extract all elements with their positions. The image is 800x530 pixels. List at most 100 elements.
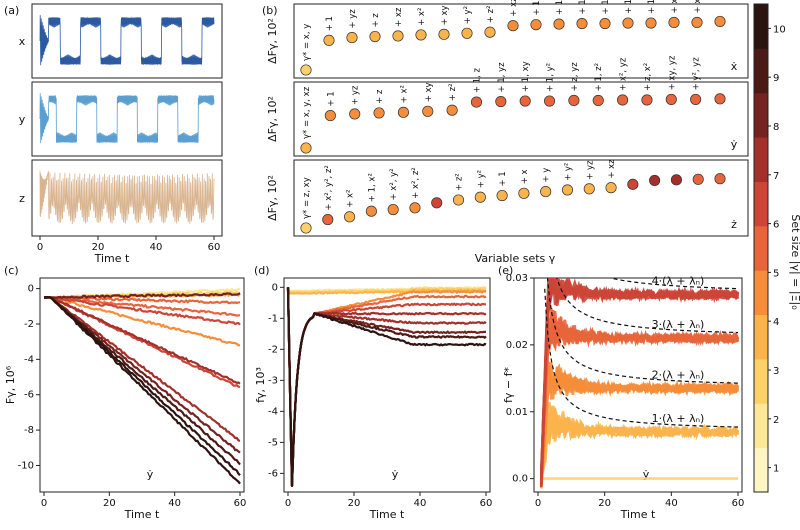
- panel-e-guide-line: [546, 278, 738, 384]
- panel-c-ytick-label: -6: [24, 390, 34, 401]
- panel-b-point: [438, 28, 450, 40]
- colorbar-segment: [754, 4, 768, 49]
- panel-d-series-line: [286, 287, 487, 487]
- panel-b-point: [300, 142, 312, 154]
- panel-d-ytick-label: -2: [268, 344, 278, 355]
- colorbar-frame: [753, 3, 769, 493]
- panel-e-xtick-label: 0: [535, 498, 541, 509]
- panel-a-frame-y: [31, 81, 223, 157]
- panel-e-guide-line: [544, 288, 738, 428]
- panel-b-point-label: + 1: [498, 171, 508, 186]
- panel-e-guide-label: 1·(λ + λₙ): [652, 412, 705, 425]
- panel-b-point: [543, 95, 556, 107]
- panel-label-b: (b): [262, 4, 278, 17]
- panel-e-frame: [533, 277, 743, 493]
- panel-e-xlabel: Time t: [620, 508, 656, 521]
- colorbar-segment: [754, 270, 768, 316]
- panel-a-trace-x: [39, 15, 215, 66]
- panel-c-annotation: ẏ: [147, 468, 154, 481]
- panel-b-point-label: + z, x²: [643, 63, 653, 91]
- panel-b-frame-0: [293, 3, 749, 79]
- panel-c-series-line: [44, 296, 241, 442]
- panel-b-point-label: + 1, x²: [367, 173, 377, 202]
- panel-b-point: [369, 30, 381, 43]
- panel-d-xtick-label: 40: [414, 498, 427, 509]
- colorbar-tick-label: 2: [773, 415, 779, 426]
- panel-e-series-line: [540, 322, 740, 487]
- colorbar-tick-label: 10: [773, 24, 786, 35]
- panel-e-lines: 0 20 40 60 0.0 0.01 0.02 0.03 Time t ẏ fγ − f* 1·(λ…: [502, 273, 744, 521]
- panel-a-xtick-label: 60: [208, 242, 221, 253]
- panel-label-d: (d): [254, 264, 270, 277]
- panel-b-point-label: + xy: [440, 5, 450, 25]
- panel-d-annotation: ẏ: [392, 468, 399, 481]
- panel-b-point-label: + 1, yz: [532, 0, 542, 16]
- panel-d-frame: [283, 277, 491, 493]
- panel-b-point: [668, 16, 680, 29]
- panel-b-point: [409, 202, 421, 214]
- panel-b-point: [323, 34, 335, 46]
- colorbar-tick-label: 7: [773, 171, 779, 182]
- panel-a-frame-x: [31, 3, 223, 79]
- panel-d-series-line: [286, 287, 487, 487]
- panel-a-xtick-label: 40: [150, 242, 163, 253]
- panel-b-point-label: + xy, yz: [693, 0, 703, 13]
- panel-a-xlabel: Time t: [94, 252, 130, 265]
- panel-d-series-line: [286, 287, 487, 487]
- panel-e-ytick-label: 0.01: [506, 407, 528, 418]
- panel-c-series-line: [44, 296, 241, 385]
- panel-b-point: [561, 184, 574, 196]
- panel-b-point-label: + 1, xy: [521, 61, 531, 92]
- colorbar-segment: [754, 314, 768, 360]
- panel-b-point: [576, 18, 588, 30]
- panel-b-point: [415, 29, 427, 41]
- panel-d-xtick-label: 60: [480, 498, 493, 509]
- panel-b-point-label: + x²: [346, 190, 356, 208]
- panel-b-point: [495, 96, 507, 108]
- panel-b-xlabel: Variable sets γ: [475, 252, 556, 265]
- panel-b-point-label: + x: [520, 169, 530, 184]
- panel-b-point-label: + z: [375, 89, 385, 104]
- panel-e-annotation: ẏ: [643, 468, 650, 481]
- panel-e-guide-label: 3·(λ + λₙ): [652, 318, 705, 331]
- panel-d-ylabel: fγ, 10³: [254, 367, 267, 403]
- panel-b-point-label: + x², yz: [670, 0, 680, 13]
- panel-b-point: [324, 110, 336, 122]
- panel-b-point: [373, 107, 385, 119]
- colorbar-segment: [754, 225, 768, 271]
- colorbar-tick-label: 3: [773, 366, 779, 377]
- colorbar-tick-label: 5: [773, 268, 779, 279]
- panel-b-point-label: γ* = x, y, xz: [302, 86, 312, 139]
- panel-b-point-label: + z, yz: [570, 62, 580, 92]
- colorbar-segment: [754, 181, 768, 227]
- panel-b-point: [691, 16, 703, 29]
- panel-d-ytick-label: -4: [268, 406, 278, 417]
- panel-b-point-label: + 1, yz: [497, 62, 507, 93]
- panel-c-ytick-label: -8: [24, 425, 34, 436]
- panel-d-series-line: [286, 287, 487, 487]
- panel-b-point-label: + 1, y²: [647, 0, 657, 14]
- panel-c-series-line: [44, 296, 241, 485]
- panel-b-point-label: + x²: [399, 85, 409, 103]
- colorbar-segment: [754, 137, 768, 182]
- panel-b-point: [665, 93, 677, 105]
- panel-b-point: [484, 26, 496, 38]
- panel-b-point-label: + 1, xz: [578, 0, 588, 15]
- panel-c-ytick-label: 0: [28, 284, 34, 295]
- panel-a-ylabel-x: x: [19, 35, 26, 48]
- panel-e-series-line: [540, 307, 740, 478]
- panel-d-ytick-label: -1: [268, 313, 278, 324]
- panel-b-point-label: + 1: [325, 16, 335, 31]
- panel-b-point: [461, 27, 473, 39]
- panel-c-xtick-label: 40: [168, 498, 181, 509]
- panel-a-trace-y: [39, 93, 215, 144]
- panel-b-point: [322, 214, 334, 226]
- panel-b-point: [617, 94, 629, 106]
- panel-b-point: [599, 18, 611, 30]
- panel-e-series-line: [540, 317, 740, 482]
- panel-b-frame-1: [293, 81, 749, 157]
- panel-e-guide-line: [607, 278, 739, 290]
- panel-b-point: [446, 104, 458, 116]
- panel-b-point: [397, 106, 409, 118]
- panel-b-point: [622, 17, 634, 29]
